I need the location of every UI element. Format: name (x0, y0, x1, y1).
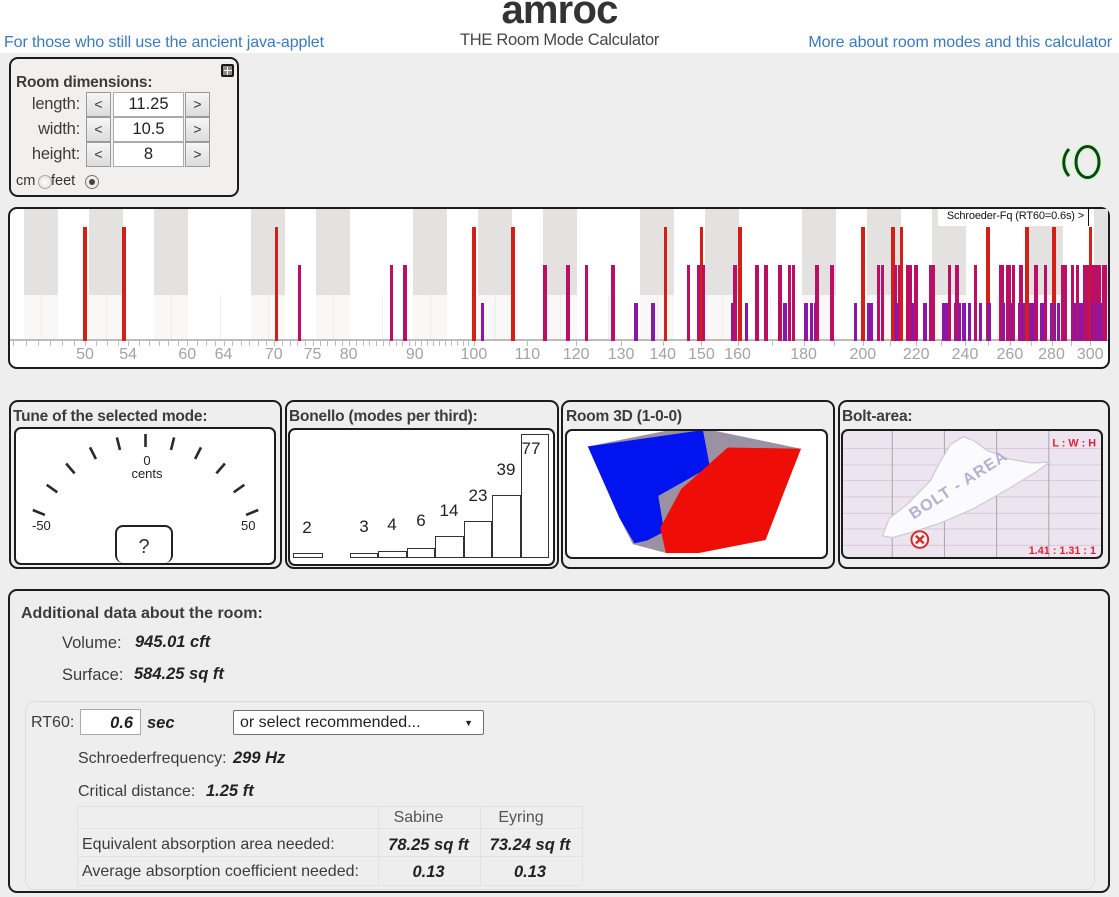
svg-text:L : W : H: L : W : H (1052, 438, 1096, 450)
svg-text:1.41 : 1.31 : 1: 1.41 : 1.31 : 1 (1029, 545, 1096, 557)
